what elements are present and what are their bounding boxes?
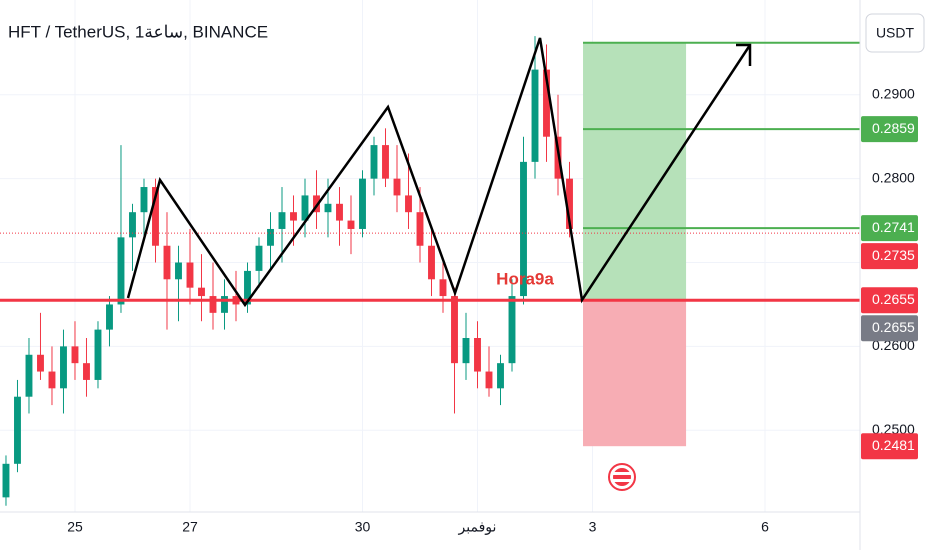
- candle-body: [405, 195, 412, 213]
- candle-body: [71, 346, 79, 364]
- candle-body: [117, 237, 125, 305]
- candle-body: [508, 296, 516, 364]
- candle-body: [163, 245, 171, 280]
- candle-body: [474, 338, 481, 372]
- watermark: Hora9a: [496, 269, 554, 288]
- candle-body: [359, 178, 366, 229]
- y-tick-label: 0.2900: [872, 85, 915, 101]
- candle-body: [60, 346, 67, 389]
- x-tick-label: 27: [182, 519, 198, 535]
- candle-body: [48, 371, 56, 389]
- candle-body: [451, 296, 458, 364]
- x-tick-label: 6: [761, 519, 769, 535]
- candle-body: [347, 220, 355, 229]
- price-tag-label: 0.2741: [872, 219, 915, 235]
- price-tag: [861, 243, 918, 270]
- candle-body: [140, 187, 148, 213]
- price-tag: [861, 315, 918, 342]
- candle-body: [83, 363, 90, 380]
- candle-body: [152, 187, 159, 246]
- candle-body: [209, 296, 217, 313]
- x-tick-label: 30: [355, 519, 371, 535]
- x-tick-label: 3: [589, 519, 597, 535]
- price-tag: [861, 287, 918, 314]
- pattern-drawing: [126, 37, 752, 308]
- candle-body: [175, 262, 182, 280]
- profit-zone: [583, 42, 687, 301]
- candle-body: [25, 354, 33, 397]
- candle-body: [14, 396, 21, 464]
- candle-body: [301, 195, 309, 221]
- candle-body: [520, 161, 527, 297]
- currency-button[interactable]: [865, 13, 925, 53]
- candle-body: [106, 304, 113, 330]
- candle-body: [2, 463, 10, 498]
- price-tag-label: 0.2735: [872, 247, 915, 263]
- candle-body: [428, 245, 435, 280]
- candle-body: [186, 262, 194, 288]
- price-tag-label: 0.2655: [872, 319, 915, 335]
- candle-body: [485, 371, 493, 389]
- currency-label: USDT: [876, 25, 915, 41]
- candle-body: [324, 203, 332, 213]
- flag-icon-inner: [613, 468, 631, 486]
- candle-body: [382, 145, 389, 179]
- plot: [0, 36, 860, 506]
- candle-body: [244, 270, 251, 305]
- candle-body: [94, 329, 102, 380]
- arrow-head: [736, 43, 752, 66]
- y-tick-label: 0.2500: [872, 421, 915, 437]
- price-tag: [861, 215, 918, 242]
- x-tick-label: 25: [67, 519, 83, 535]
- axis: 0.25000.26000.27000.28000.2900252730نوفم…: [67, 85, 918, 536]
- candle-body: [439, 279, 447, 297]
- x-tick-label: نوفمبر: [458, 519, 497, 536]
- chart-title: HFT / TetherUS, 1ساعة, BINANCE: [8, 22, 268, 41]
- candle-body: [462, 338, 470, 364]
- candle-body: [198, 287, 205, 297]
- candle-body: [543, 69, 550, 137]
- price-tag-label: 0.2859: [872, 120, 915, 136]
- candle-body: [370, 145, 378, 179]
- price-tag-label: 0.2481: [872, 437, 915, 453]
- y-tick-label: 0.2800: [872, 169, 915, 185]
- candle-body: [290, 212, 297, 221]
- candle-body: [255, 245, 263, 271]
- candle-body: [278, 212, 286, 229]
- flag-stripe: [613, 479, 631, 482]
- price-tag: [861, 433, 918, 460]
- candle-body: [37, 354, 44, 372]
- candle-body: [267, 228, 274, 246]
- loss-zone: [583, 300, 687, 447]
- candle-body: [393, 178, 401, 196]
- candle-body: [129, 212, 136, 238]
- flag-stripe: [613, 472, 631, 475]
- candle-body: [531, 69, 539, 162]
- candle-body: [336, 203, 343, 221]
- price-tag: [861, 116, 918, 143]
- candle-body: [416, 212, 424, 246]
- candle-body: [497, 363, 504, 389]
- candle-body: [313, 195, 320, 213]
- candle-body: [221, 296, 228, 313]
- candle-body: [566, 178, 573, 229]
- price-tag-label: 0.2655: [872, 291, 915, 307]
